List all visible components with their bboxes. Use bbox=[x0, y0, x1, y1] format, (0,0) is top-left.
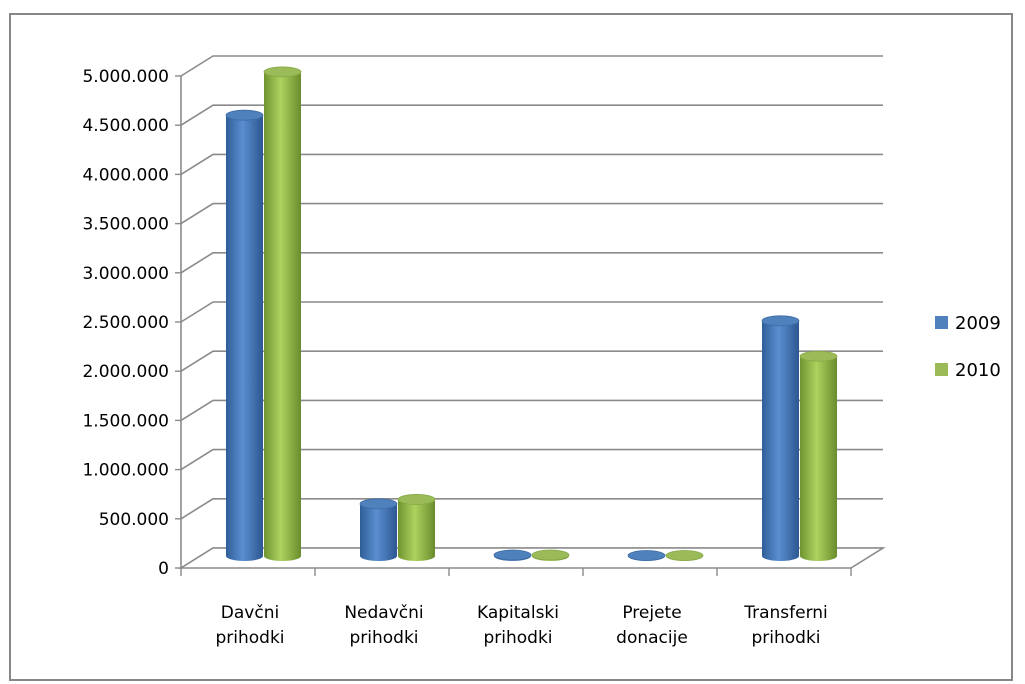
y-tick-labels: 0 500.000 1.000.000 1.500.000 2.000.000 2.500… bbox=[82, 67, 169, 579]
bar bbox=[263, 66, 302, 561]
chart-frame bbox=[9, 13, 1013, 681]
x-tick-label: Transferni prihodki bbox=[743, 603, 828, 648]
y-tick-label: 2.500.000 bbox=[82, 313, 169, 333]
legend-swatch bbox=[935, 316, 948, 329]
gridline bbox=[180, 252, 883, 274]
bar bbox=[627, 550, 666, 561]
legend-item: 2009 bbox=[935, 313, 1001, 334]
legend-swatch bbox=[935, 363, 948, 376]
x-tick-labels: Davčni prihodki Nedavčni prihodki Kapitalski… bbox=[215, 603, 827, 648]
axes bbox=[175, 75, 886, 576]
bar bbox=[665, 550, 704, 561]
bar bbox=[531, 549, 570, 561]
legend-item: 2010 bbox=[935, 360, 1001, 381]
bar bbox=[799, 350, 838, 561]
gridline bbox=[180, 153, 883, 176]
y-tick-label: 5.000.000 bbox=[82, 67, 169, 87]
y-tick-label: 1.000.000 bbox=[82, 461, 169, 481]
legend-label: 2010 bbox=[955, 360, 1001, 381]
x-tick-label: Nedavčni prihodki bbox=[344, 603, 423, 648]
y-tick-label: 3.000.000 bbox=[82, 264, 169, 284]
x-tick-label: Kapitalski prihodki bbox=[477, 603, 559, 648]
gridline bbox=[180, 399, 883, 422]
bars bbox=[225, 66, 838, 561]
legend: 2009 2010 bbox=[935, 313, 1001, 381]
chart-floor bbox=[178, 547, 886, 569]
y-tick-label: 4.500.000 bbox=[82, 116, 169, 136]
gridline bbox=[180, 55, 883, 77]
bar bbox=[761, 315, 800, 561]
gridline bbox=[180, 448, 883, 471]
bar bbox=[359, 498, 398, 561]
y-tick-label: 500.000 bbox=[99, 510, 169, 530]
gridline bbox=[180, 350, 883, 372]
y-tick-label: 1.500.000 bbox=[82, 411, 169, 431]
gridline bbox=[180, 497, 883, 520]
x-tick-label: Davčni prihodki bbox=[215, 603, 284, 648]
y-tick-label: 4.000.000 bbox=[82, 165, 169, 185]
gridline bbox=[180, 202, 883, 225]
gridline bbox=[180, 104, 883, 126]
x-tick-label: Prejete donacije bbox=[616, 603, 688, 648]
y-tick-label: 3.500.000 bbox=[82, 215, 169, 235]
bar bbox=[493, 549, 532, 561]
y-tick-label: 0 bbox=[158, 559, 169, 579]
y-tick-label: 2.000.000 bbox=[82, 362, 169, 382]
gridline bbox=[180, 301, 883, 323]
legend-label: 2009 bbox=[955, 313, 1001, 334]
bar bbox=[397, 494, 436, 561]
bar bbox=[225, 109, 264, 561]
